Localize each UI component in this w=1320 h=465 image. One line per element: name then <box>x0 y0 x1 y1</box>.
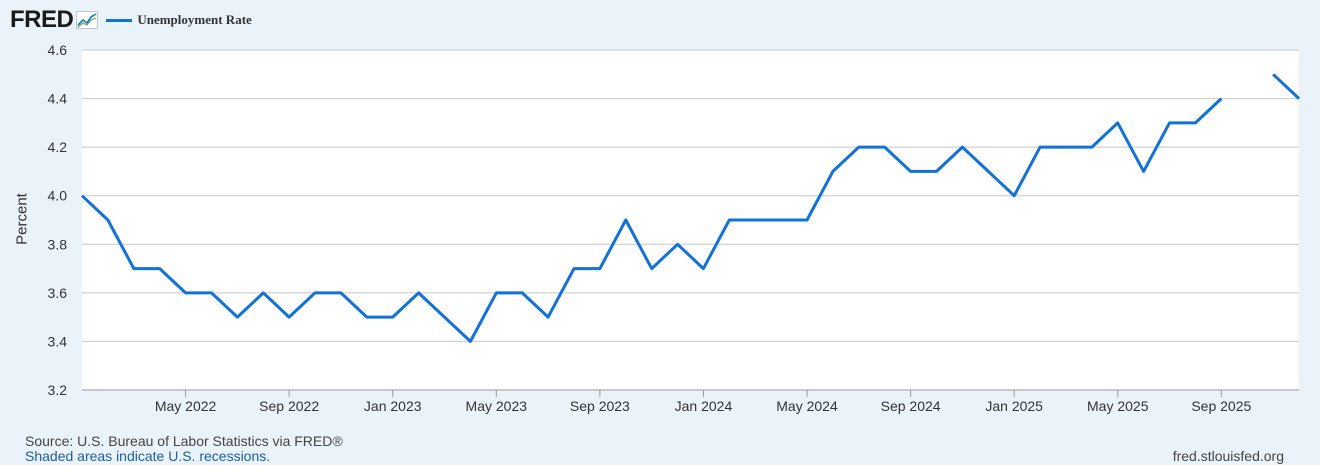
legend-label: Unemployment Rate <box>137 12 252 27</box>
x-tick-label: May 2023 <box>466 398 528 414</box>
plot-area <box>82 50 1299 390</box>
x-tick-label: May 2024 <box>776 398 838 414</box>
series-line[interactable] <box>1272 73 1301 100</box>
x-tick-label: May 2025 <box>1087 398 1149 414</box>
y-tick-label: 3.8 <box>48 236 68 252</box>
series-line[interactable] <box>80 97 1223 343</box>
x-tick-label: Jan 2024 <box>675 398 733 414</box>
y-tick-label: 4.0 <box>48 188 68 204</box>
unemployment-chart: 3.2 3.4 3.6 3.8 4.0 4.2 4.4 4.6 May 2022 Sep 2022… <box>48 42 1301 414</box>
y-tick-label: 3.4 <box>48 333 68 349</box>
chart-legend[interactable]: Unemployment Rate <box>106 12 252 28</box>
y-tick-label: 4.2 <box>48 139 68 155</box>
x-tick-label: Jan 2025 <box>985 398 1043 414</box>
y-tick-label: 4.4 <box>48 91 68 107</box>
fred-chart-icon <box>76 11 99 29</box>
fred-url[interactable]: fred.stlouisfed.org <box>1172 448 1284 464</box>
legend-swatch <box>106 18 133 22</box>
x-tick-label: Sep 2023 <box>570 398 630 414</box>
x-tick-label: Sep 2024 <box>881 398 941 414</box>
chart-header: FRED Unemployment Rate <box>10 6 252 34</box>
y-tick-label: 3.2 <box>48 382 68 398</box>
y-tick-label: 3.6 <box>48 285 68 301</box>
x-tick-label: Sep 2025 <box>1191 398 1251 414</box>
x-tick-label: Jan 2023 <box>364 398 422 414</box>
fred-logo[interactable]: FRED <box>10 6 74 33</box>
x-tick-label: Sep 2022 <box>259 398 319 414</box>
recession-note[interactable]: Shaded areas indicate U.S. recessions. <box>25 448 271 464</box>
y-tick-label: 4.6 <box>48 42 68 58</box>
x-tick-label: May 2022 <box>155 398 217 414</box>
source-text: Source: U.S. Bureau of Labor Statistics … <box>25 433 343 449</box>
